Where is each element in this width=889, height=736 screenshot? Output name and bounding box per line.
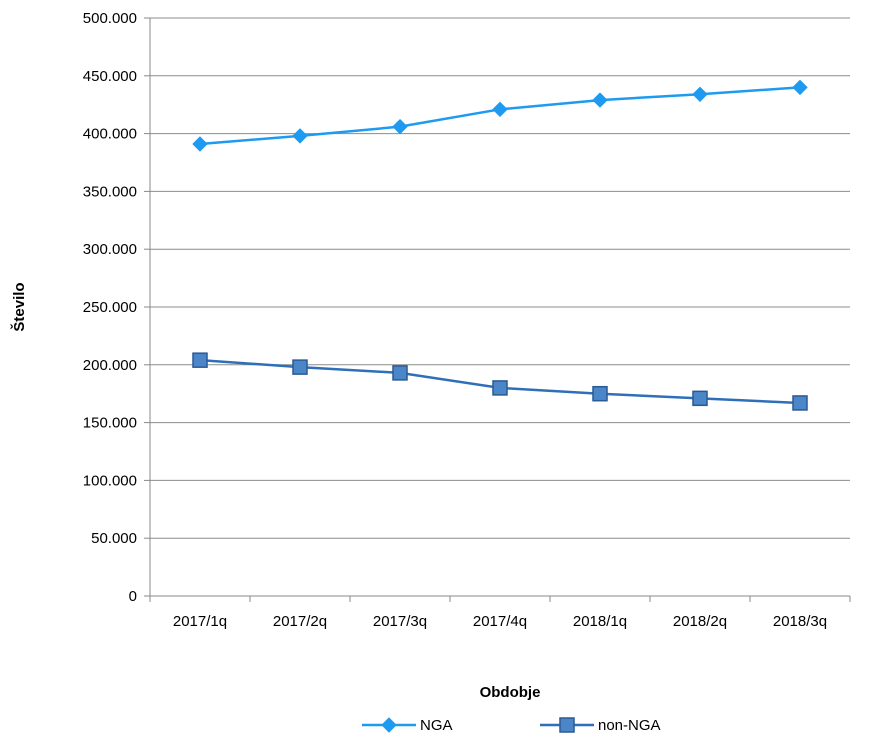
data-point-diamond bbox=[592, 92, 608, 108]
legend-label: non-NGA bbox=[598, 717, 661, 734]
data-point-diamond bbox=[292, 128, 308, 144]
data-point-diamond bbox=[192, 136, 208, 152]
y-tick-labels: 0 50.000 100.000 150.000 200.000 250.000 300.0… bbox=[83, 10, 137, 605]
y-tick-label: 500.000 bbox=[83, 10, 137, 27]
y-tick-label: 50.000 bbox=[91, 530, 137, 547]
series-non-nga bbox=[192, 352, 808, 411]
y-tick-label: 350.000 bbox=[83, 183, 137, 200]
x-tick-label: 2017/4q bbox=[473, 613, 527, 630]
data-point-square bbox=[559, 717, 575, 733]
legend-label: NGA bbox=[420, 717, 453, 734]
x-tick-label: 2017/3q bbox=[373, 613, 427, 630]
axes bbox=[149, 18, 850, 597]
data-point-square bbox=[592, 385, 608, 402]
y-tick-label: 450.000 bbox=[83, 68, 137, 85]
y-tick-label: 400.000 bbox=[83, 126, 137, 143]
gridlines bbox=[144, 17, 851, 602]
series-nga bbox=[192, 79, 808, 152]
x-tick-label: 2017/1q bbox=[173, 613, 227, 630]
x-tick-label: 2018/3q bbox=[773, 613, 827, 630]
data-point-square bbox=[792, 395, 808, 411]
data-point-square bbox=[392, 365, 408, 381]
y-tick-label: 300.000 bbox=[83, 241, 137, 258]
x-axis-title: Obdobje bbox=[480, 684, 541, 701]
x-tick-label: 2018/2q bbox=[673, 613, 727, 630]
legend-item: NGA bbox=[362, 717, 453, 734]
data-point-diamond bbox=[792, 79, 808, 96]
y-axis-title: Število bbox=[10, 282, 28, 331]
y-tick-label: 200.000 bbox=[83, 357, 137, 374]
y-tick-label: 250.000 bbox=[83, 299, 137, 316]
series-layer bbox=[192, 79, 808, 411]
data-point-square bbox=[492, 380, 508, 396]
x-tick-label: 2018/1q bbox=[573, 613, 627, 630]
data-point-diamond bbox=[381, 717, 397, 733]
legend-item: non-NGA bbox=[540, 717, 661, 734]
x-tick-labels: 2017/1q 2017/2q 2017/3q 2017/4q 2018/1q 2018/… bbox=[173, 613, 827, 630]
data-point-square bbox=[692, 390, 708, 407]
data-point-diamond bbox=[692, 86, 708, 103]
data-point-square bbox=[292, 359, 308, 375]
legend: NGA non-NGA bbox=[362, 717, 661, 734]
x-tick-label: 2017/2q bbox=[273, 613, 327, 630]
y-tick-label: 150.000 bbox=[83, 415, 137, 432]
data-point-diamond bbox=[492, 101, 508, 118]
data-point-diamond bbox=[392, 118, 408, 135]
y-tick-label: 0 bbox=[129, 588, 137, 605]
y-tick-label: 100.000 bbox=[83, 472, 137, 489]
data-point-square bbox=[192, 352, 208, 368]
